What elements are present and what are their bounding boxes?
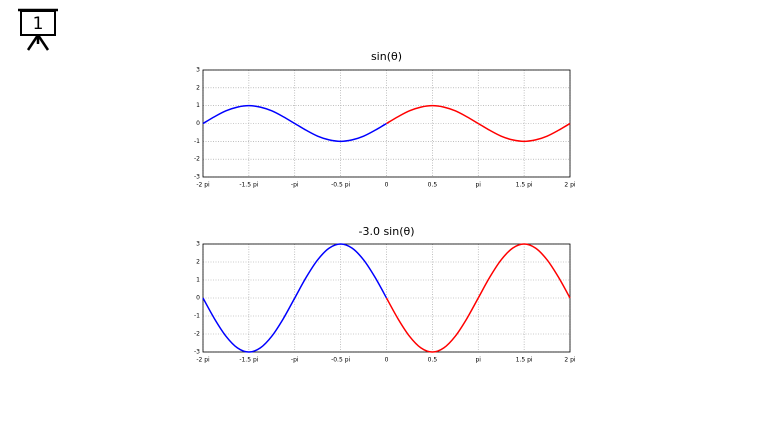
x-tick-label: -0.5 pi — [331, 357, 350, 364]
x-tick-label: 2 pi — [564, 182, 576, 189]
line-series — [385, 243, 571, 353]
x-tick-label: pi — [476, 357, 482, 364]
x-tick-label: -1.5 pi — [239, 182, 258, 189]
y-tick-label: 1 — [196, 277, 200, 284]
y-tick-label: 2 — [196, 84, 200, 91]
slide-number: 1 — [33, 14, 44, 34]
x-tick-label: -2 pi — [196, 182, 210, 189]
x-tick-label: 1.5 pi — [516, 182, 533, 189]
x-tick-label: 0 — [385, 182, 389, 189]
chart-title: -3.0 sin(θ) — [358, 225, 414, 238]
line-series — [202, 104, 387, 143]
y-tick-label: 0 — [196, 295, 200, 302]
x-tick-label: -2 pi — [196, 357, 210, 364]
y-tick-label: 0 — [196, 120, 200, 127]
y-tick-label: -2 — [194, 331, 200, 338]
y-tick-label: -1 — [194, 138, 200, 145]
x-tick-label: -1.5 pi — [239, 357, 258, 364]
line-series — [386, 104, 571, 143]
x-tick-label: 0 — [385, 357, 389, 364]
y-tick-label: 2 — [196, 259, 200, 266]
x-tick-label: 2 pi — [564, 357, 576, 364]
y-tick-label: 3 — [196, 241, 200, 248]
x-tick-label: -pi — [291, 182, 299, 189]
line-series — [202, 243, 388, 353]
chart-title: sin(θ) — [371, 50, 402, 63]
y-tick-label: -3 — [194, 349, 200, 356]
y-tick-label: -1 — [194, 313, 200, 320]
x-tick-label: 1.5 pi — [516, 357, 533, 364]
y-tick-label: 1 — [196, 102, 200, 109]
x-tick-label: -pi — [291, 357, 299, 364]
y-tick-label: 3 — [196, 67, 200, 74]
y-tick-label: -2 — [194, 156, 200, 163]
x-tick-label: -0.5 pi — [331, 182, 350, 189]
x-tick-label: 0.5 — [428, 182, 438, 189]
slide-icon — [18, 8, 58, 51]
x-tick-label: 0.5 — [428, 357, 438, 364]
y-tick-label: -3 — [194, 174, 200, 181]
x-tick-label: pi — [476, 182, 482, 189]
